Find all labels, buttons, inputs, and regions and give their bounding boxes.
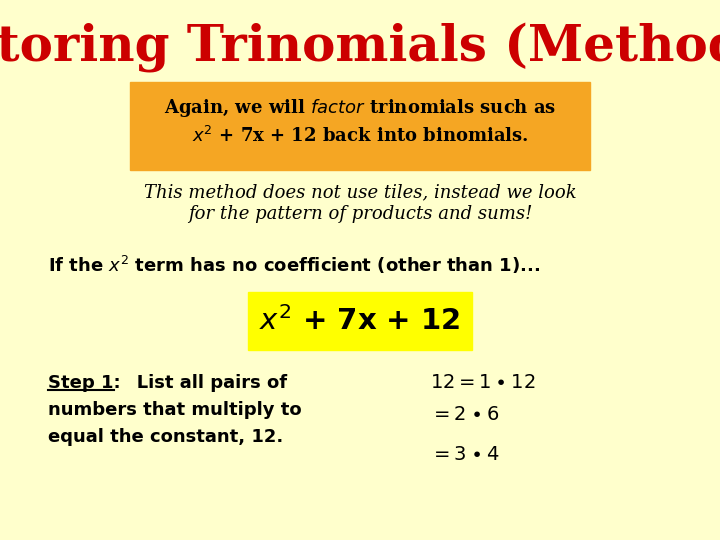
Text: $= 3 \bullet 4$: $= 3 \bullet 4$ — [430, 446, 500, 464]
FancyBboxPatch shape — [248, 292, 472, 350]
Text: for the pattern of products and sums!: for the pattern of products and sums! — [188, 205, 532, 223]
Text: This method does not use tiles, instead we look: This method does not use tiles, instead … — [144, 183, 576, 201]
Text: Factoring Trinomials (Method 2): Factoring Trinomials (Method 2) — [0, 22, 720, 72]
Text: List all pairs of: List all pairs of — [118, 374, 287, 392]
Text: $= 2 \bullet 6$: $= 2 \bullet 6$ — [430, 406, 499, 424]
Text: If the $x^2$ term has no coefficient (other than 1)...: If the $x^2$ term has no coefficient (ot… — [48, 254, 540, 276]
Text: $12 = 1 \bullet 12$: $12 = 1 \bullet 12$ — [430, 374, 536, 392]
Text: $x^2$ + $\mathbf{7x}$ + $\mathbf{12}$: $x^2$ + $\mathbf{7x}$ + $\mathbf{12}$ — [259, 306, 461, 336]
Text: Step 1:: Step 1: — [48, 374, 121, 392]
Text: $x^2$ + 7x + 12 back into binomials.: $x^2$ + 7x + 12 back into binomials. — [192, 126, 528, 146]
Text: Again, we will $\it{factor}$ trinomials such as: Again, we will $\it{factor}$ trinomials … — [164, 97, 556, 119]
Text: numbers that multiply to: numbers that multiply to — [48, 401, 302, 419]
FancyBboxPatch shape — [130, 82, 590, 170]
Text: equal the constant, 12.: equal the constant, 12. — [48, 428, 283, 446]
